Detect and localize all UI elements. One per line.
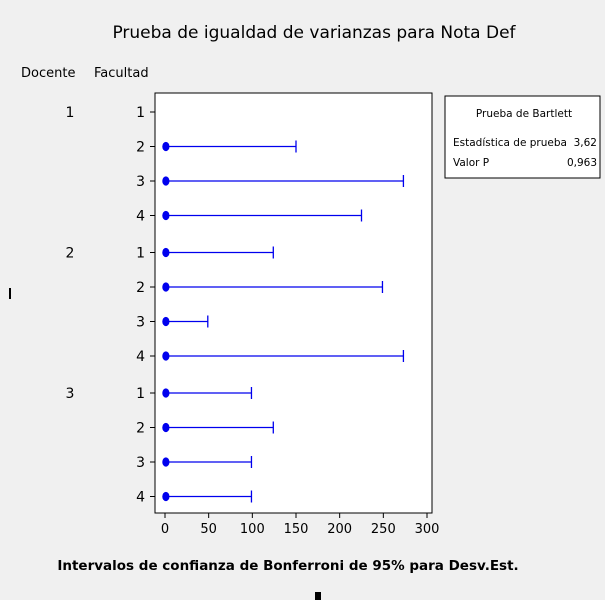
stray-mark-bottom — [315, 592, 321, 600]
row-label: 4 — [136, 209, 145, 225]
row-label: 3 — [136, 455, 145, 471]
point-marker — [162, 141, 170, 152]
point-marker — [162, 422, 170, 433]
row-label: 4 — [136, 490, 145, 506]
x-tick-label: 200 — [327, 522, 352, 537]
point-marker — [162, 491, 170, 502]
x-axis-label: Intervalos de confianza de Bonferroni de… — [57, 558, 518, 574]
row-label: 1 — [136, 105, 145, 121]
group-label: 2 — [66, 246, 75, 262]
legend-title: Prueba de Bartlett — [476, 108, 572, 120]
chart-title: Prueba de igualdad de varianzas para Not… — [112, 23, 516, 43]
point-marker — [162, 316, 170, 327]
row-label: 2 — [136, 280, 145, 296]
point-marker — [162, 351, 170, 361]
header-docente: Docente — [21, 66, 75, 81]
row-label: 2 — [136, 140, 145, 156]
header-facultad: Facultad — [94, 66, 149, 81]
row-label: 4 — [136, 349, 145, 365]
stray-mark-left — [9, 288, 11, 299]
row-label: 1 — [136, 246, 145, 262]
point-marker — [162, 176, 170, 186]
x-tick-label: 150 — [284, 522, 309, 537]
point-marker — [162, 210, 170, 221]
legend-value-pvalue: 0,963 — [567, 157, 597, 169]
bartlett-legend: Prueba de Bartlett Estadística de prueba… — [444, 95, 601, 179]
y-axis: 1 1 2 3 4 2 1 2 3 4 3 1 2 3 4 — [66, 105, 155, 506]
row-label: 2 — [136, 421, 145, 437]
legend-label-pvalue: Valor P — [453, 157, 489, 169]
point-marker — [162, 282, 170, 292]
x-axis: 0 50 100 150 200 250 300 — [161, 513, 440, 537]
interval-marks — [162, 140, 405, 503]
point-marker — [162, 247, 170, 258]
row-label: 3 — [136, 174, 145, 190]
x-tick-label: 100 — [240, 522, 265, 537]
legend-box — [444, 95, 601, 179]
plot-area — [154, 92, 433, 514]
x-tick-label: 50 — [200, 522, 217, 537]
x-tick-label: 0 — [161, 522, 169, 537]
legend-label-statistic: Estadística de prueba — [453, 137, 567, 149]
point-marker — [162, 457, 170, 467]
group-label: 3 — [66, 386, 75, 402]
x-tick-label: 300 — [415, 522, 440, 537]
point-marker — [162, 388, 170, 398]
row-label: 3 — [136, 315, 145, 331]
x-tick-label: 250 — [371, 522, 396, 537]
group-label: 1 — [66, 105, 75, 121]
row-label: 1 — [136, 386, 145, 402]
legend-value-statistic: 3,62 — [574, 137, 597, 149]
